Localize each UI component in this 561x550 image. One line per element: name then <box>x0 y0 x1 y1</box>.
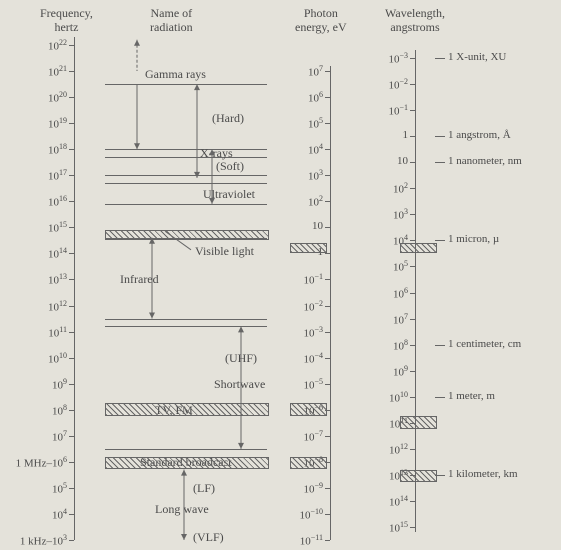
range-arrow <box>0 0 561 550</box>
